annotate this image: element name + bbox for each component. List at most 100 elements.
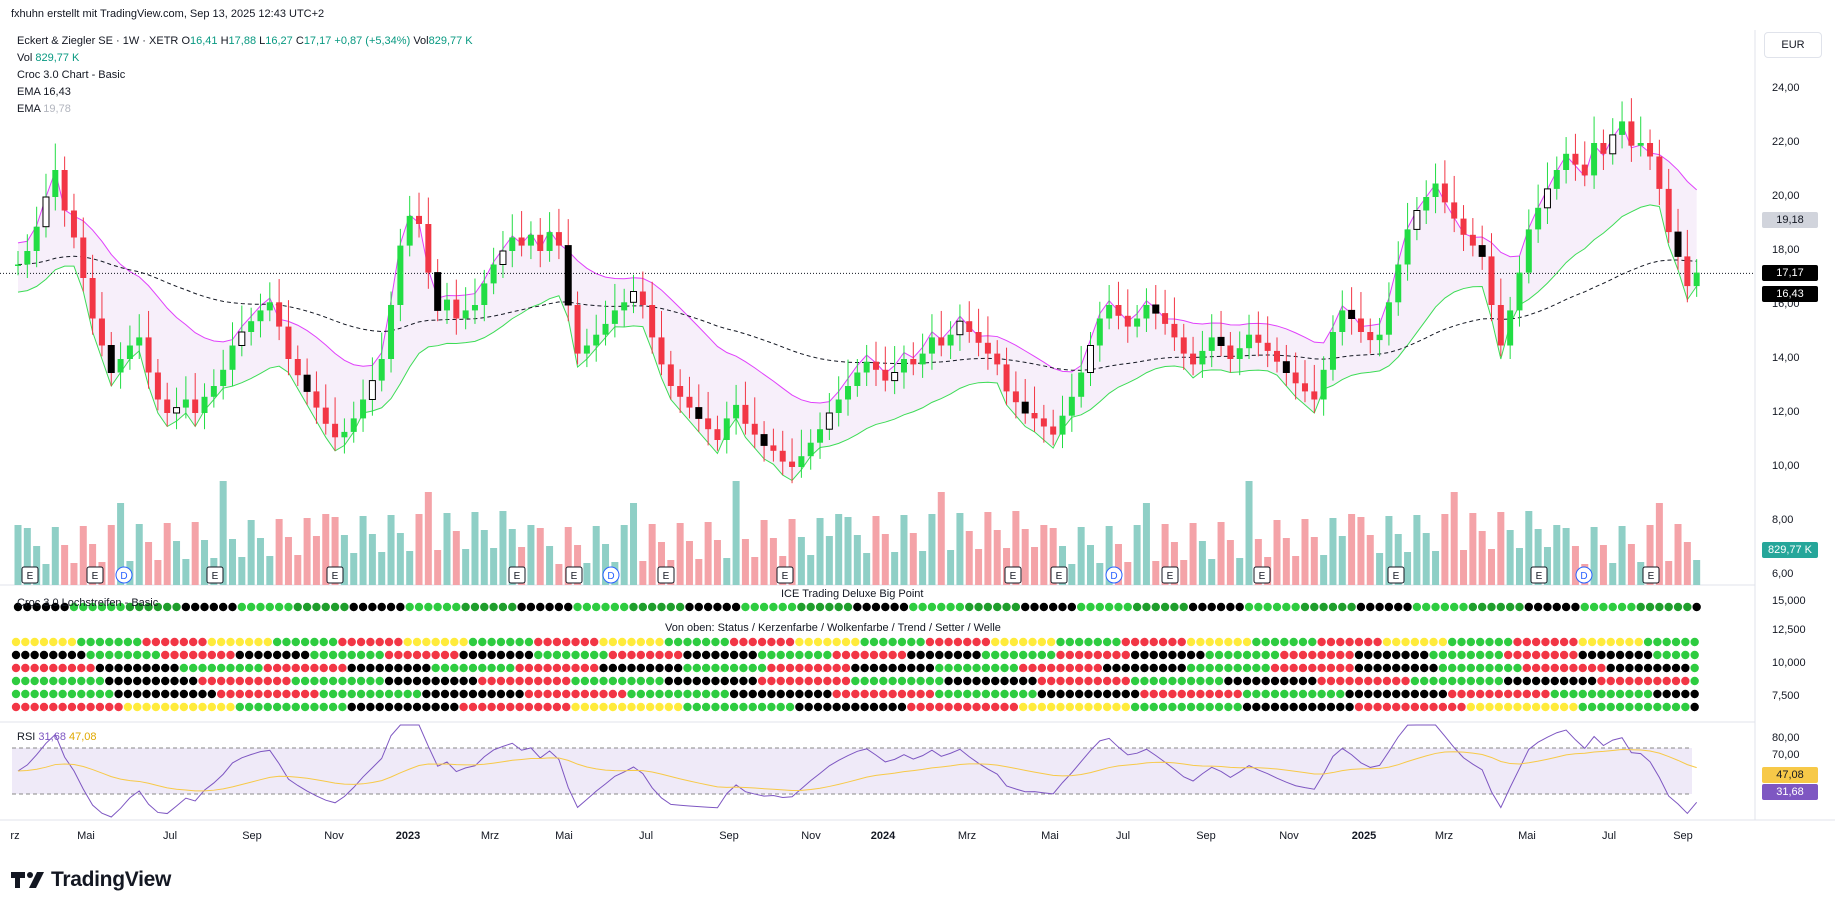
status-dot bbox=[1522, 702, 1532, 712]
status-dot bbox=[1503, 637, 1513, 647]
status-dot bbox=[590, 676, 599, 686]
status-dot bbox=[375, 650, 384, 660]
dividend-badge bbox=[1575, 566, 1593, 584]
status-dot bbox=[86, 650, 95, 660]
tradingview-logo-text: TradingView bbox=[51, 868, 172, 891]
volume-bar bbox=[797, 537, 805, 585]
dividend-badge bbox=[115, 566, 133, 584]
status-dot bbox=[972, 702, 981, 712]
volume-bar bbox=[490, 548, 498, 585]
status-dot bbox=[963, 689, 972, 699]
status-dot bbox=[1410, 689, 1420, 699]
status-dot bbox=[748, 650, 757, 660]
price-axis-label: 10,00 bbox=[1772, 460, 1800, 472]
status-dot bbox=[897, 637, 907, 647]
event-badge: E bbox=[565, 566, 583, 584]
status-dot bbox=[347, 702, 356, 712]
status-dot bbox=[1597, 663, 1606, 673]
status-dot bbox=[888, 702, 897, 712]
status-dot bbox=[1485, 663, 1494, 673]
event-badge: E bbox=[1161, 566, 1179, 584]
volume-bar bbox=[816, 518, 824, 585]
status-dot bbox=[1121, 663, 1130, 673]
status-dot bbox=[851, 676, 860, 686]
status-dot bbox=[851, 650, 860, 660]
status-dot bbox=[244, 676, 254, 686]
status-dot bbox=[1597, 650, 1606, 660]
status-dot bbox=[562, 676, 571, 686]
status-dot bbox=[161, 663, 170, 673]
status-dot bbox=[1559, 650, 1569, 660]
volume-bar bbox=[1059, 546, 1067, 585]
status-dot bbox=[627, 650, 636, 660]
status-dot bbox=[673, 676, 683, 686]
candle-body bbox=[733, 404, 740, 419]
status-dot bbox=[552, 702, 562, 712]
status-dot bbox=[67, 637, 77, 647]
status-dot bbox=[1485, 702, 1494, 712]
status-dot bbox=[757, 663, 767, 673]
status-dot bbox=[711, 650, 720, 660]
status-dot bbox=[1447, 663, 1457, 673]
status-dot bbox=[888, 650, 897, 660]
status-dot bbox=[1571, 602, 1580, 612]
status-dot bbox=[1207, 602, 1216, 612]
volume-bar bbox=[956, 513, 964, 585]
status-dot bbox=[1028, 702, 1037, 712]
status-dot bbox=[1671, 689, 1681, 699]
status-dot bbox=[431, 676, 440, 686]
status-dot bbox=[1681, 637, 1690, 647]
status-dot bbox=[422, 689, 431, 699]
status-dot bbox=[302, 602, 312, 612]
status-dot bbox=[1606, 676, 1615, 686]
candle-body bbox=[919, 353, 926, 365]
status-dot bbox=[1671, 702, 1681, 712]
status-dot bbox=[1046, 676, 1056, 686]
status-dot bbox=[1242, 676, 1252, 686]
status-dot bbox=[1382, 650, 1392, 660]
status-dot bbox=[1233, 702, 1242, 712]
status-dot bbox=[907, 676, 916, 686]
status-dot bbox=[142, 663, 151, 673]
status-dot bbox=[1130, 663, 1140, 673]
status-dot bbox=[1625, 637, 1634, 647]
candle-body bbox=[686, 396, 693, 408]
status-dot bbox=[1578, 663, 1587, 673]
status-dot bbox=[450, 637, 459, 647]
status-dot bbox=[1634, 637, 1643, 647]
volume-bar bbox=[350, 553, 358, 585]
status-dot bbox=[459, 637, 468, 647]
volume-bar bbox=[546, 546, 554, 585]
status-dot bbox=[188, 689, 198, 699]
candle-body bbox=[667, 364, 674, 386]
status-dot bbox=[478, 650, 487, 660]
status-dot bbox=[95, 689, 105, 699]
candle-body bbox=[1274, 350, 1281, 362]
volume-bar bbox=[42, 564, 50, 585]
price-axis-label: 14,00 bbox=[1772, 352, 1800, 364]
currency-button[interactable]: EUR bbox=[1764, 32, 1822, 58]
status-dot bbox=[832, 676, 841, 686]
status-dot bbox=[170, 663, 179, 673]
candle-body bbox=[1609, 134, 1617, 155]
tradingview-logo[interactable]: TradingView bbox=[11, 868, 171, 892]
volume-bar bbox=[975, 549, 983, 585]
status-dot bbox=[524, 650, 534, 660]
volume-bar bbox=[574, 545, 582, 585]
status-dot bbox=[1615, 702, 1625, 712]
status-dot bbox=[981, 676, 991, 686]
volume-bar bbox=[70, 563, 78, 585]
time-axis-label: Jul bbox=[1601, 830, 1617, 842]
status-dot bbox=[767, 637, 776, 647]
status-dot bbox=[1336, 702, 1345, 712]
volume-bar bbox=[1114, 544, 1122, 585]
status-dot bbox=[1056, 650, 1065, 660]
volume-bar bbox=[741, 539, 749, 585]
status-dot bbox=[571, 650, 580, 660]
status-dot bbox=[77, 637, 86, 647]
status-dot bbox=[515, 689, 524, 699]
status-dot bbox=[1102, 637, 1112, 647]
badge-letter: E bbox=[332, 571, 339, 582]
status-dot bbox=[983, 602, 993, 612]
